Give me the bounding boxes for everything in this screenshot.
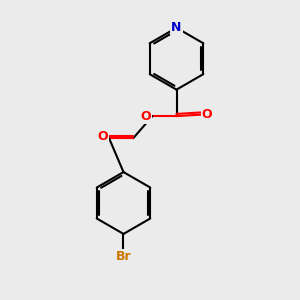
Text: O: O [97,130,108,143]
Text: O: O [202,108,212,121]
Text: N: N [171,21,182,34]
Text: Br: Br [116,250,131,263]
Text: O: O [141,110,151,123]
